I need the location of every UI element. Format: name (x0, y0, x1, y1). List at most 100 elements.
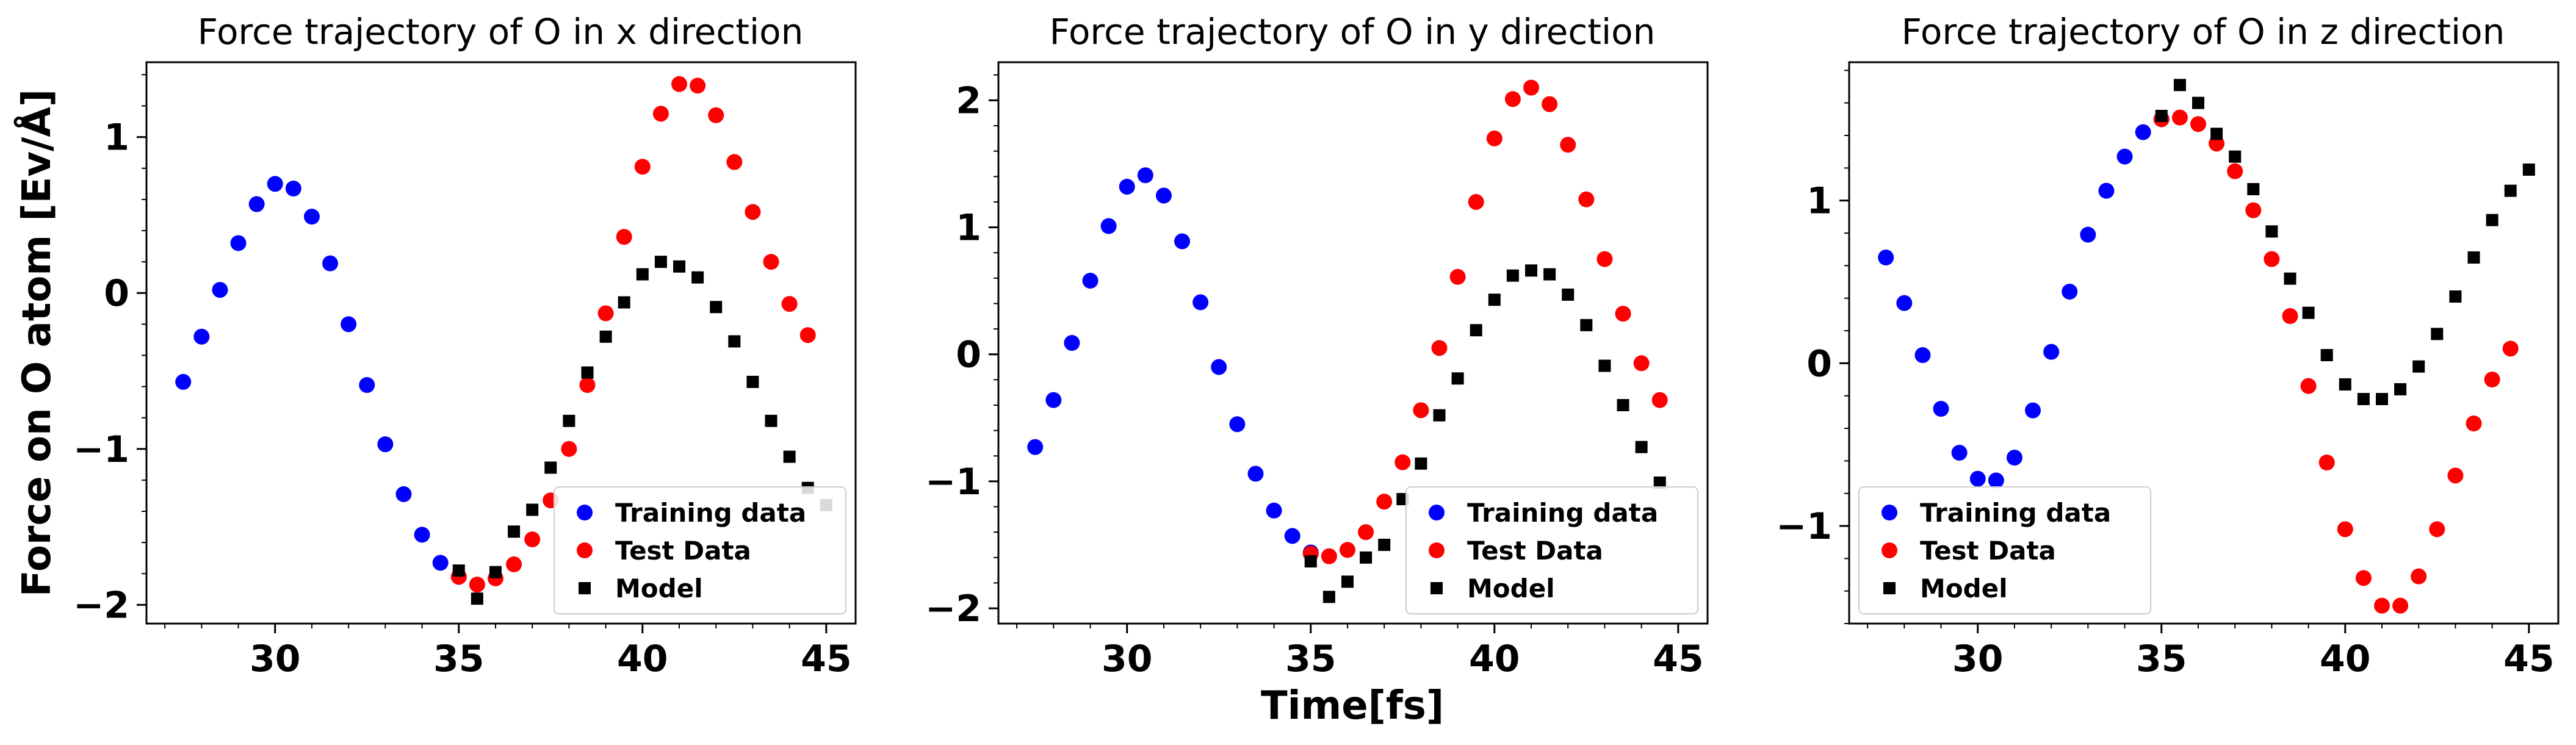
model-point (489, 566, 502, 578)
training-data-point (1192, 294, 1209, 311)
y-tick-label: −1 (73, 428, 129, 471)
training-data-point (322, 255, 339, 272)
model-point (2302, 306, 2315, 319)
legend-box (1405, 486, 1698, 614)
legend-label: Test Data (615, 536, 751, 566)
training-data-point (1082, 273, 1099, 289)
model-point (1451, 372, 1464, 385)
test-data-point (597, 305, 614, 322)
test-data-point (1449, 268, 1466, 285)
test-data-point (2300, 378, 2317, 394)
test-data-point (652, 106, 669, 122)
model-point (2522, 164, 2535, 176)
model-point (1506, 269, 1519, 282)
training-data-point (1247, 466, 1264, 482)
chart-panel-y-direction: Force trajectory of O in y direction 30 3… (925, 11, 1709, 680)
legend-marker-test (1429, 542, 1445, 558)
test-data-point (2502, 340, 2519, 357)
test-data-point (1633, 355, 1650, 372)
x-tick-label: 45 (801, 638, 852, 680)
plot-frame (997, 61, 1709, 625)
x-tick-label: 30 (1102, 638, 1153, 680)
legend-marker-model (1431, 582, 1443, 594)
test-data-point (1413, 402, 1429, 419)
model-point (471, 592, 483, 605)
test-data-point (2355, 570, 2372, 586)
training-data-point (432, 555, 449, 571)
training-data-point (193, 328, 210, 345)
test-data-point (1542, 96, 1558, 112)
x-tick-label: 35 (2136, 638, 2187, 680)
plot-frame (1848, 61, 2560, 625)
training-data-point (414, 527, 430, 543)
model-point (1341, 575, 1354, 588)
training-data-point (1119, 178, 1135, 195)
model-point (1653, 476, 1666, 489)
model-point (1378, 538, 1391, 551)
training-data-point (1045, 392, 1062, 408)
legend-marker-training (577, 505, 593, 520)
training-data-point (1896, 295, 1913, 311)
test-data-point (1523, 79, 1540, 96)
test-data-point (1431, 340, 1448, 356)
test-data-point (506, 556, 522, 572)
test-data-point (469, 577, 485, 593)
test-data-point (2447, 467, 2464, 484)
test-data-point (2318, 455, 2335, 470)
model-point (1635, 441, 1648, 453)
model-point (2431, 328, 2444, 340)
model-point (1562, 288, 1575, 301)
training-data-point (267, 176, 283, 192)
model-point (783, 450, 796, 463)
legend-marker-model (1883, 582, 1896, 594)
y-tick-label: −2 (73, 584, 129, 627)
chart-marks (1878, 79, 2535, 614)
legend-marker-test (577, 542, 593, 558)
test-data-point (2484, 372, 2500, 387)
test-data-point (634, 159, 651, 175)
legend-box (1858, 486, 2151, 614)
chart-marks (1027, 79, 1668, 603)
training-data-point (1027, 439, 1044, 455)
model-point (1598, 359, 1611, 372)
test-data-point (2190, 116, 2206, 132)
test-data-point (2171, 109, 2188, 126)
y-axis-label: Force on O atom [Ev/Å] (13, 89, 60, 597)
legend-label: Test Data (1920, 536, 2056, 566)
legend-marker-training (1429, 505, 1445, 520)
test-data-point (524, 531, 541, 547)
training-data-point (175, 373, 192, 390)
model-point (508, 525, 521, 538)
model-point (599, 330, 612, 343)
x-tick-label: 40 (617, 638, 668, 680)
test-data-point (2466, 416, 2482, 431)
test-data-point (671, 76, 688, 92)
test-data-point (2227, 163, 2243, 179)
training-data-point (2043, 344, 2060, 360)
training-data-point (1266, 502, 1282, 519)
legend-label: Test Data (1467, 536, 1603, 566)
y-tick-label: −2 (925, 588, 981, 630)
training-data-point (359, 377, 375, 393)
model-point (765, 414, 777, 427)
legend-label: Training data (1467, 498, 1658, 528)
chart-title: Force trajectory of O in z direction (1902, 11, 2505, 52)
model-point (1304, 555, 1317, 568)
test-data-point (726, 154, 743, 170)
legend-label: Model (615, 574, 703, 603)
x-tick-label: 30 (250, 638, 301, 680)
test-data-point (1596, 251, 1613, 267)
model-point (563, 414, 575, 427)
model-point (544, 461, 557, 474)
y-tick-label: 1 (1806, 180, 1832, 223)
training-data-point (1914, 347, 1931, 363)
model-point (636, 268, 649, 281)
training-data-point (1137, 167, 1153, 184)
test-data-point (763, 254, 779, 270)
model-point (1543, 268, 1556, 281)
x-tick-label: 35 (433, 638, 485, 680)
model-point (2467, 251, 2480, 264)
chart-panel-x-direction: Force trajectory of O in x direction 30 3… (73, 11, 857, 680)
legend-marker-training (1881, 505, 1897, 520)
legend-marker-model (579, 582, 591, 594)
